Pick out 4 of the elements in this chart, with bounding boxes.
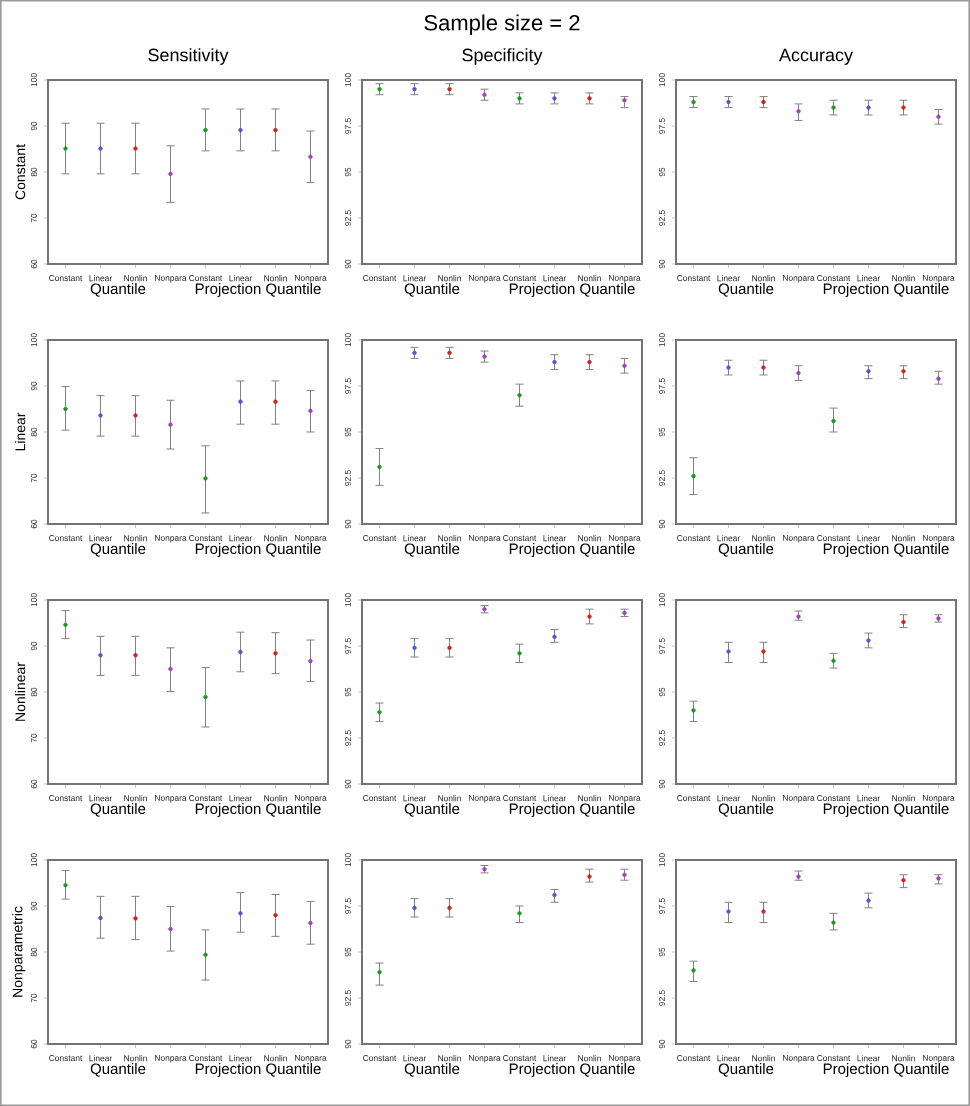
chart-title: Sensitivity — [148, 48, 229, 65]
chart-subtitle: Specificity — [462, 48, 543, 65]
chart-title: Sample size = 2 — [424, 14, 580, 35]
chart-title: Accuracy — [779, 48, 853, 65]
